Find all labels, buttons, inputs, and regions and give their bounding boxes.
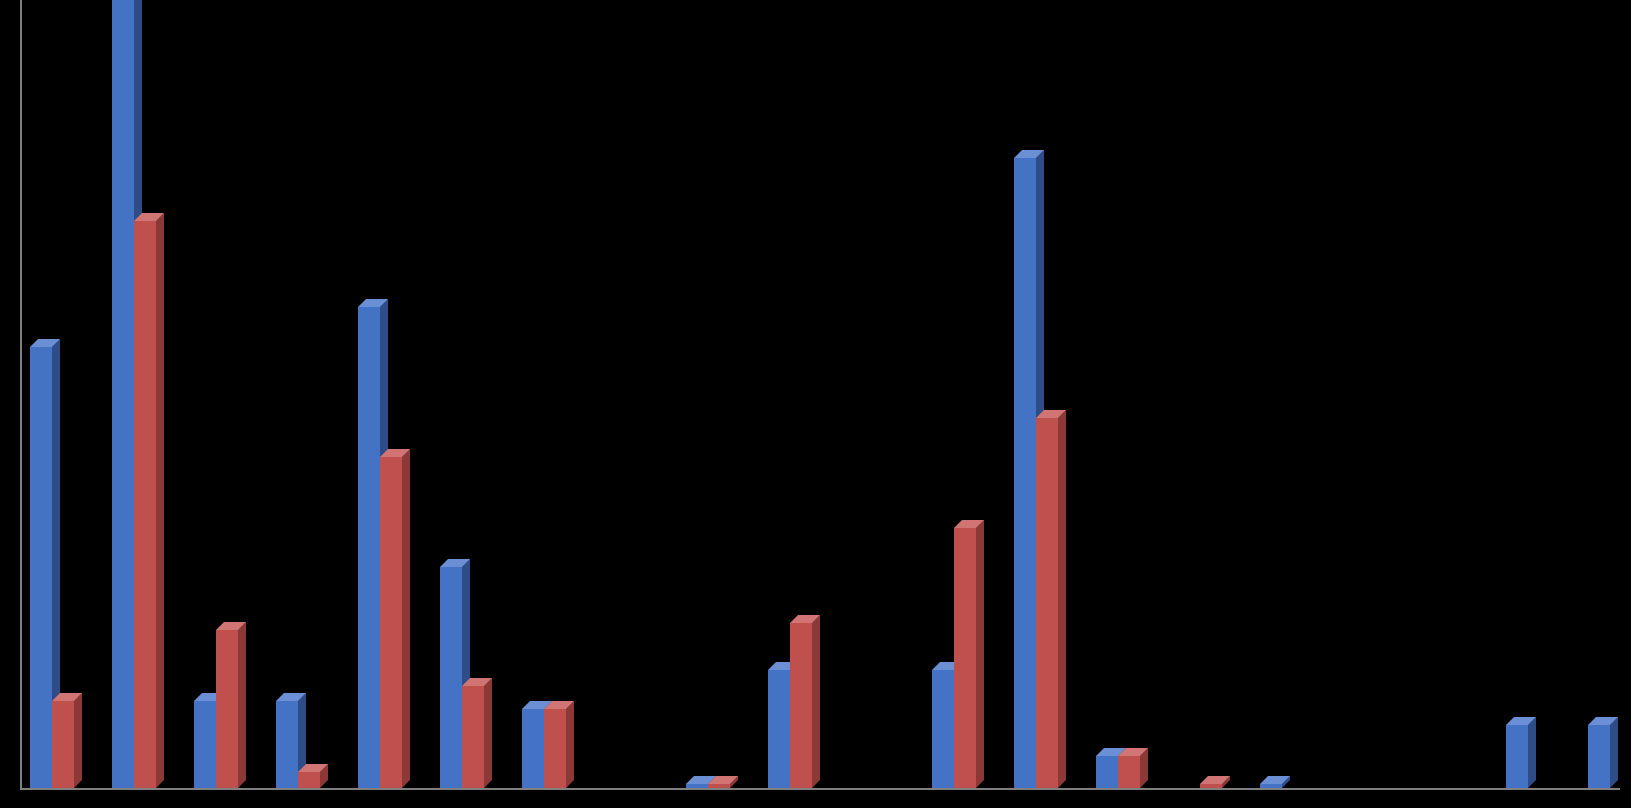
plot-area — [22, 0, 1620, 788]
red-bar — [462, 686, 484, 788]
red-bar — [298, 772, 320, 788]
blue-bar — [1096, 756, 1118, 788]
blue-bar — [194, 701, 216, 788]
blue-bar — [440, 567, 462, 788]
red-bar — [790, 623, 812, 788]
blue-bar — [112, 0, 134, 788]
red-bar — [1118, 756, 1140, 788]
bar-group — [1588, 725, 1631, 788]
red-bar — [544, 709, 566, 788]
bar-group — [686, 784, 730, 788]
bar-group — [932, 528, 976, 788]
bar-group — [440, 567, 484, 788]
blue-bar — [686, 784, 708, 788]
red-bar — [708, 784, 730, 788]
red-bar — [52, 701, 74, 788]
blue-bar — [358, 307, 380, 788]
red-bar — [1036, 418, 1058, 788]
blue-bar — [30, 347, 52, 788]
bar-group — [194, 630, 238, 788]
blue-bar — [1260, 784, 1282, 788]
x-axis — [20, 788, 1620, 790]
bar-group — [768, 623, 812, 788]
blue-bar — [932, 670, 954, 788]
bar-group — [112, 0, 156, 788]
blue-bar — [1014, 158, 1036, 788]
bar-group — [1506, 725, 1550, 788]
red-bar — [954, 528, 976, 788]
red-bar — [216, 630, 238, 788]
blue-bar — [1506, 725, 1528, 788]
bar-chart — [10, 0, 1621, 808]
red-bar — [380, 457, 402, 788]
blue-bar — [276, 701, 298, 788]
blue-bar — [522, 709, 544, 788]
bar-group — [1260, 784, 1304, 788]
red-bar — [134, 221, 156, 788]
blue-bar — [1588, 725, 1610, 788]
blue-bar — [768, 670, 790, 788]
bar-group — [30, 347, 74, 788]
bar-group — [1014, 158, 1058, 788]
bar-group — [276, 701, 320, 788]
bar-group — [358, 307, 402, 788]
bar-group — [1096, 756, 1140, 788]
bar-group — [1178, 784, 1222, 788]
bar-group — [522, 709, 566, 788]
red-bar — [1200, 784, 1222, 788]
